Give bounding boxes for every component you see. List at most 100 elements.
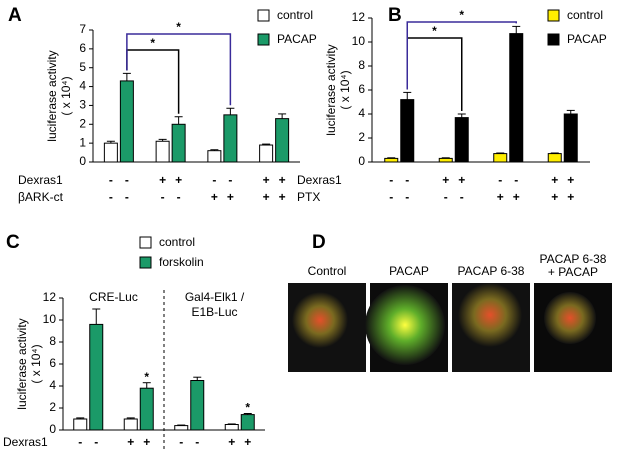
legend-label: control <box>277 8 313 22</box>
bar <box>224 424 239 431</box>
bar <box>509 33 524 163</box>
panel-letter: A <box>8 5 22 26</box>
image-label: Control <box>308 264 347 278</box>
y-tick-label: 8 <box>358 58 365 72</box>
condition-sign: + <box>159 173 166 187</box>
condition-sign: - <box>389 190 393 204</box>
cell <box>292 292 348 348</box>
bar <box>454 117 469 163</box>
legend-label: PACAP <box>567 32 607 46</box>
condition-sign: + <box>227 190 234 204</box>
section-label: CRE-Luc <box>89 290 138 304</box>
condition-sign: - <box>177 190 181 204</box>
cell <box>544 292 596 344</box>
significance-star: * <box>176 20 181 34</box>
condition-sign: - <box>109 173 113 187</box>
y-tick-label: 0 <box>358 154 365 168</box>
y-tick-label: 4 <box>49 378 56 392</box>
condition-sign: - <box>94 435 98 449</box>
condition-sign: - <box>405 173 409 187</box>
y-tick-label: 12 <box>43 290 57 304</box>
bar <box>547 153 562 163</box>
condition-sign: + <box>263 190 270 204</box>
condition-sign: - <box>228 173 232 187</box>
significance-bracket <box>126 49 180 114</box>
bar <box>223 114 238 163</box>
legend-label: control <box>567 8 603 22</box>
condition-label: Dexras1 <box>297 173 342 187</box>
condition-sign: + <box>567 190 574 204</box>
bar <box>89 323 104 431</box>
image-label: PACAP 6-38 <box>458 264 525 278</box>
y-tick-label: 6 <box>49 356 56 370</box>
legend-swatch <box>139 256 152 269</box>
significance-star: * <box>150 36 155 50</box>
bar <box>123 418 138 431</box>
condition-sign: - <box>125 190 129 204</box>
condition-sign: - <box>405 190 409 204</box>
y-tick-label: 10 <box>352 34 366 48</box>
condition-label: PTX <box>297 190 320 204</box>
cell <box>458 283 522 347</box>
panel-letter: B <box>388 5 402 26</box>
condition-sign: + <box>244 435 251 449</box>
y-tick-label: 6 <box>358 82 365 96</box>
condition-sign: - <box>78 435 82 449</box>
condition-sign: - <box>444 190 448 204</box>
bar <box>493 153 508 163</box>
bar <box>73 418 88 431</box>
y-axis-label: luciferase activity <box>15 318 29 409</box>
bar <box>103 142 118 163</box>
legend-swatch <box>257 9 270 22</box>
y-tick-label: 5 <box>79 60 86 74</box>
significance-star: * <box>144 370 149 384</box>
section-label: Gal4-Elk1 / <box>185 290 245 304</box>
significance-bracket <box>406 37 463 111</box>
condition-sign: + <box>279 190 286 204</box>
condition-sign: + <box>497 190 504 204</box>
y-tick-label: 8 <box>49 334 56 348</box>
y-tick-label: 3 <box>79 98 86 112</box>
image-label: PACAP 6-38 <box>540 252 607 266</box>
bar <box>155 140 170 163</box>
significance-bracket <box>406 21 517 90</box>
y-tick-label: 2 <box>358 130 365 144</box>
condition-sign: + <box>211 190 218 204</box>
condition-sign: + <box>143 435 150 449</box>
bar <box>119 80 134 163</box>
y-tick-label: 6 <box>79 41 86 55</box>
bar <box>400 99 415 163</box>
panel-letter: D <box>312 232 326 253</box>
condition-sign: + <box>551 190 558 204</box>
condition-sign: - <box>179 435 183 449</box>
panel-letter: C <box>6 232 20 253</box>
condition-sign: - <box>460 190 464 204</box>
y-tick-label: 4 <box>79 79 86 93</box>
y-tick-label: 2 <box>49 400 56 414</box>
bar <box>190 380 205 431</box>
bar <box>275 118 290 163</box>
significance-star: * <box>459 8 464 22</box>
y-axis-label: luciferase activity <box>324 44 338 135</box>
bar <box>563 113 578 163</box>
y-tick-label: 1 <box>79 135 86 149</box>
condition-sign: - <box>389 173 393 187</box>
condition-sign: + <box>442 173 449 187</box>
bar <box>174 425 189 431</box>
condition-sign: + <box>551 173 558 187</box>
condition-label: Dexras1 <box>18 173 63 187</box>
image-label: PACAP <box>389 264 429 278</box>
legend-swatch <box>547 33 560 46</box>
condition-sign: + <box>567 173 574 187</box>
y-axis-unit: ( x 10⁴) <box>338 70 352 109</box>
y-tick-label: 0 <box>49 422 56 436</box>
condition-sign: + <box>175 173 182 187</box>
condition-sign: - <box>212 173 216 187</box>
legend-swatch <box>139 236 152 249</box>
condition-label: Dexras1 <box>3 435 48 449</box>
significance-bracket <box>126 33 232 106</box>
legend-swatch <box>547 9 560 22</box>
condition-sign: - <box>161 190 165 204</box>
bar <box>171 123 186 163</box>
